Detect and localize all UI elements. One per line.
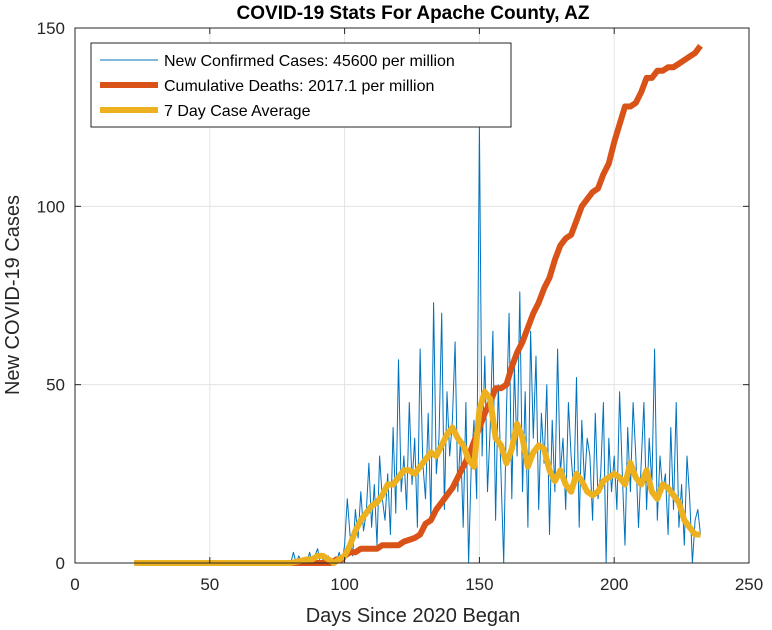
x-axis-label: Days Since 2020 Began bbox=[306, 605, 521, 627]
x-tick-label: 150 bbox=[465, 575, 493, 594]
legend-label-2: Cumulative Deaths: 2017.1 per million bbox=[164, 78, 434, 95]
y-axis-label: New COVID-19 Cases bbox=[2, 195, 24, 395]
series-layer bbox=[134, 43, 703, 566]
legend-label-3: 7 Day Case Average bbox=[164, 103, 311, 120]
legend-box bbox=[90, 42, 512, 128]
series-line-2 bbox=[134, 43, 703, 566]
legend: New Confirmed Cases: 45600 per million Cu… bbox=[90, 42, 512, 128]
chart-title: COVID-19 Stats For Apache County, AZ bbox=[237, 3, 590, 24]
series-line-1 bbox=[134, 123, 701, 564]
y-tick-label: 0 bbox=[56, 554, 65, 573]
legend-label-1: New Confirmed Cases: 45600 per million bbox=[164, 53, 455, 70]
y-tick-label: 100 bbox=[37, 197, 65, 216]
x-tick-label: 0 bbox=[70, 575, 79, 594]
x-tick-label: 200 bbox=[600, 575, 628, 594]
x-tick-label: 50 bbox=[200, 575, 219, 594]
y-tick-label: 150 bbox=[37, 19, 65, 38]
plot-frame bbox=[74, 27, 750, 564]
x-tick-label: 250 bbox=[735, 575, 763, 594]
y-tick-label: 50 bbox=[46, 376, 65, 395]
x-tick-label: 100 bbox=[330, 575, 358, 594]
series-line-3 bbox=[134, 388, 701, 566]
ticks: 0 50 100 150 200 250 0 50 100 150 bbox=[37, 19, 764, 594]
